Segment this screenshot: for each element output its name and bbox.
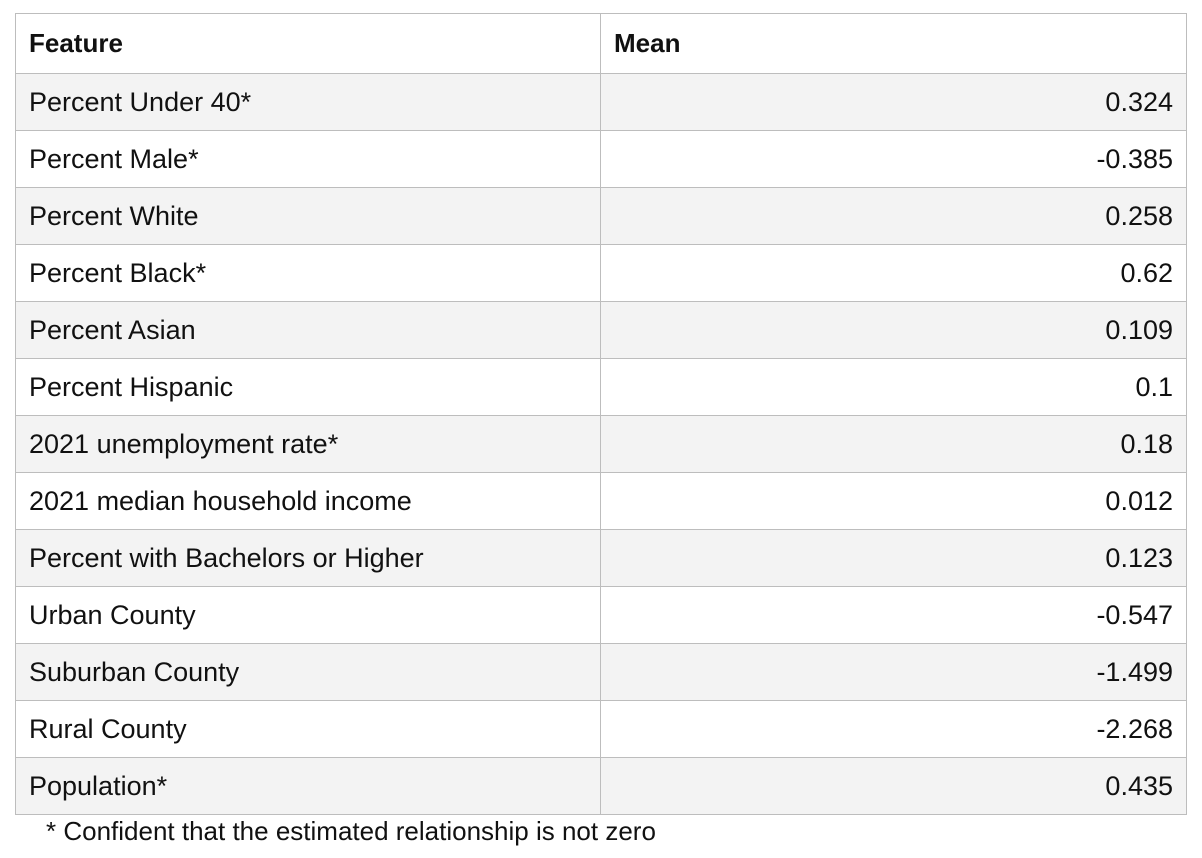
table-row: Percent with Bachelors or Higher 0.123 [15,529,1187,587]
table-row: Percent Asian 0.109 [15,301,1187,359]
feature-cell: Population* [15,757,601,815]
mean-cell: 0.012 [600,472,1187,530]
feature-cell: Percent with Bachelors or Higher [15,529,601,587]
feature-mean-table-container: Feature Mean Percent Under 40* 0.324 Per… [15,13,1187,815]
header-feature: Feature [15,13,601,74]
table-row: 2021 median household income 0.012 [15,472,1187,530]
table-row: Urban County -0.547 [15,586,1187,644]
table-row: Rural County -2.268 [15,700,1187,758]
mean-cell: -1.499 [600,643,1187,701]
feature-cell: Percent Black* [15,244,601,302]
mean-cell: -0.385 [600,130,1187,188]
header-mean: Mean [600,13,1187,74]
mean-cell: 0.435 [600,757,1187,815]
table-row: Percent Hispanic 0.1 [15,358,1187,416]
feature-cell: Percent Hispanic [15,358,601,416]
mean-cell: -2.268 [600,700,1187,758]
feature-cell: 2021 median household income [15,472,601,530]
table-row: Suburban County -1.499 [15,643,1187,701]
footnote: * Confident that the estimated relations… [46,816,656,846]
table-row: Population* 0.435 [15,757,1187,815]
feature-cell: Rural County [15,700,601,758]
feature-cell: Percent Under 40* [15,73,601,131]
table-row: 2021 unemployment rate* 0.18 [15,415,1187,473]
mean-cell: 0.62 [600,244,1187,302]
feature-cell: 2021 unemployment rate* [15,415,601,473]
feature-cell: Percent Asian [15,301,601,359]
mean-cell: 0.258 [600,187,1187,245]
mean-cell: -0.547 [600,586,1187,644]
mean-cell: 0.1 [600,358,1187,416]
table-row: Percent Black* 0.62 [15,244,1187,302]
feature-cell: Suburban County [15,643,601,701]
mean-cell: 0.109 [600,301,1187,359]
feature-cell: Percent Male* [15,130,601,188]
table-header-row: Feature Mean [15,13,1187,74]
table-body: Percent Under 40* 0.324 Percent Male* -0… [15,73,1187,815]
table-row: Percent Male* -0.385 [15,130,1187,188]
feature-cell: Urban County [15,586,601,644]
mean-cell: 0.324 [600,73,1187,131]
table-row: Percent White 0.258 [15,187,1187,245]
mean-cell: 0.123 [600,529,1187,587]
mean-cell: 0.18 [600,415,1187,473]
feature-cell: Percent White [15,187,601,245]
table-row: Percent Under 40* 0.324 [15,73,1187,131]
feature-mean-table: Feature Mean Percent Under 40* 0.324 Per… [15,13,1187,815]
